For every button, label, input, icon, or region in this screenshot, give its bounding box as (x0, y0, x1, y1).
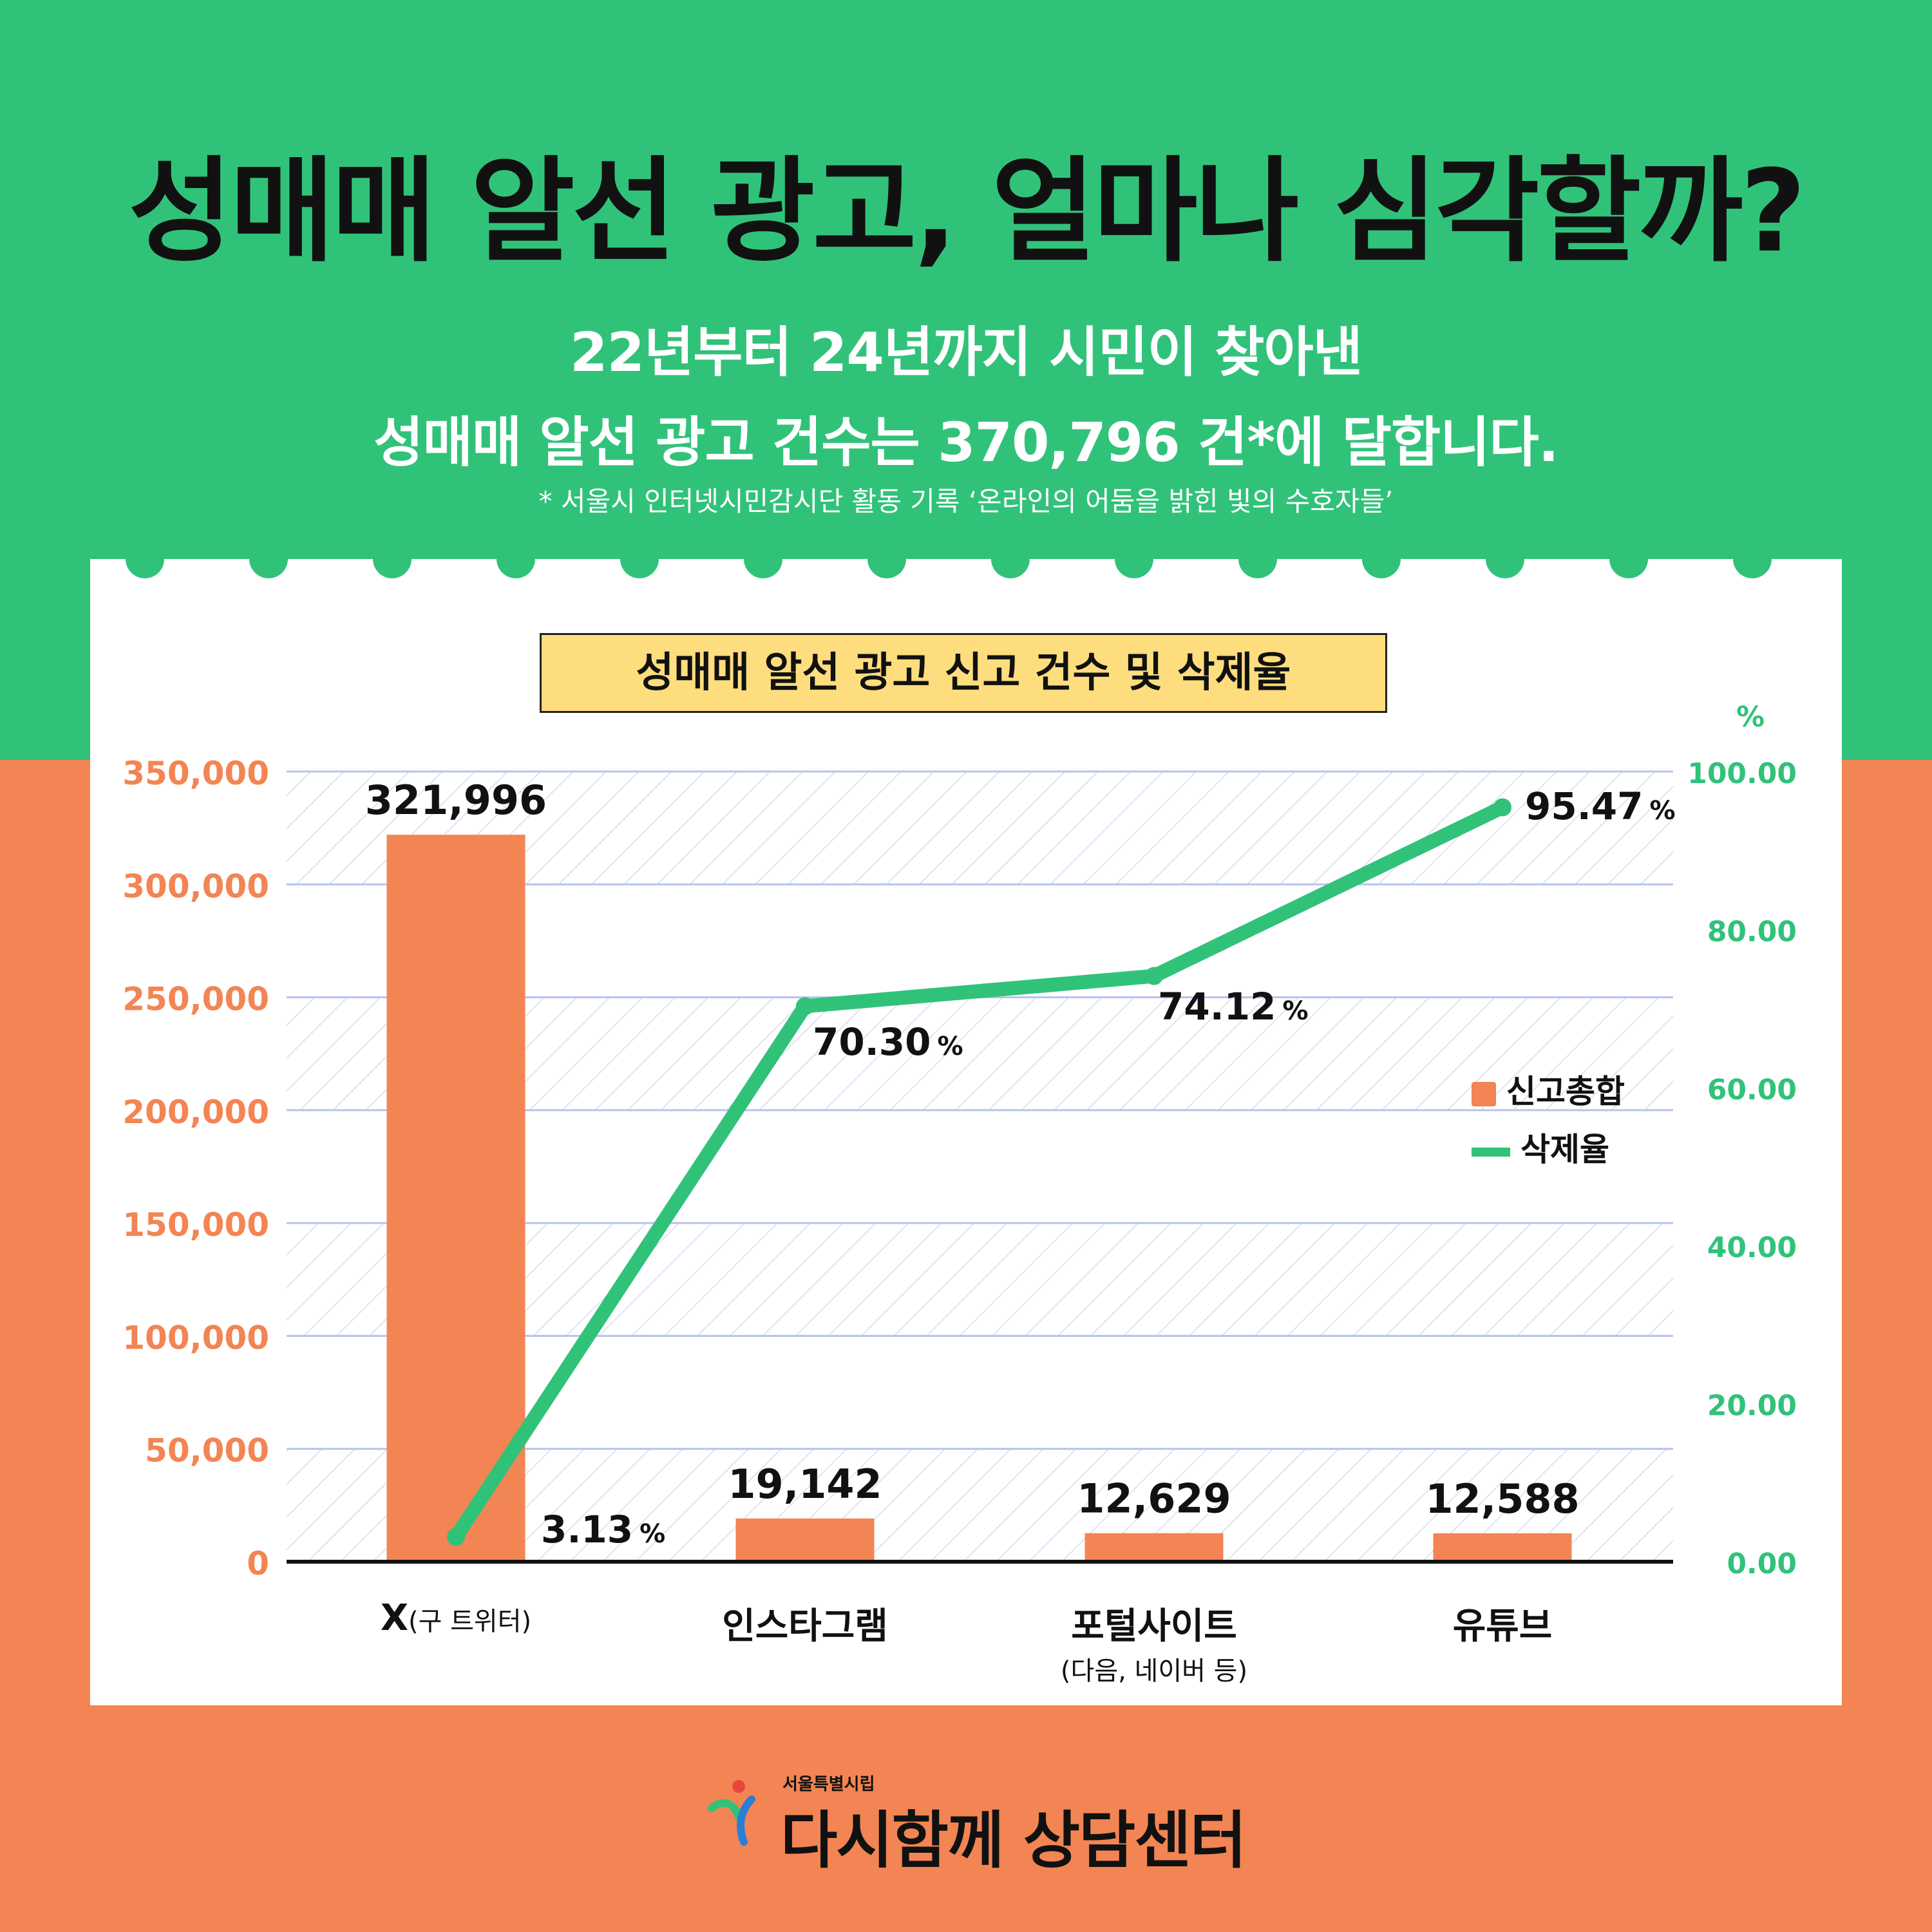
line-value-label: 3.13% (541, 1508, 665, 1551)
legend-swatch-bar (1472, 1081, 1496, 1106)
bar-value-label: 19,142 (728, 1461, 882, 1508)
org-small-label: 서울특별시립 (782, 1775, 875, 1794)
panel-scallop-dot (1362, 540, 1401, 578)
panel-scallop-dot (497, 540, 535, 578)
panel-scallop-dot (126, 540, 164, 578)
panel-scallop-dot (867, 540, 906, 578)
left-axis-tick-label: 300,000 (122, 867, 269, 905)
legend-label-line: 삭제율 (1520, 1131, 1609, 1168)
line-point-0 (447, 1528, 465, 1546)
x-axis-category-label: 포털사이트 (1071, 1605, 1237, 1647)
line-series-path (449, 800, 1510, 1544)
left-axis-tick-label: 350,000 (122, 755, 269, 792)
panel-scallop-dot (991, 540, 1030, 578)
right-axis-tick-label: 20.00 (1707, 1390, 1797, 1423)
right-axis-tick-label: 0.00 (1727, 1548, 1797, 1580)
panel-scallop-dot (1733, 540, 1772, 578)
right-axis-tick-label: 100.00 (1687, 757, 1797, 790)
panel-scallop-dot (744, 540, 782, 578)
x-axis-category-label: 인스타그램 (722, 1605, 888, 1647)
left-axis-tick-label: 50,000 (145, 1432, 269, 1470)
line-value-label: 70.30% (813, 1020, 963, 1064)
org-name: 다시함께 상담센터 (781, 1804, 1247, 1877)
line-value-label: 95.47% (1525, 784, 1676, 828)
right-axis-tick-label: 80.00 (1707, 915, 1797, 948)
bar-value-label: 321,996 (365, 777, 547, 824)
x-axis-category-label: 유튜브 (1452, 1605, 1553, 1647)
seoul-logo-icon (708, 1780, 755, 1846)
right-axis-tick-label: 60.00 (1707, 1074, 1797, 1106)
legend-swatch-line (1472, 1147, 1510, 1157)
legend-item-bar: 신고총합 (1472, 1066, 1625, 1112)
line-value-label: 74.12% (1158, 985, 1309, 1028)
right-axis-unit: % (1736, 701, 1765, 734)
left-axis-tick-label: 250,000 (122, 981, 269, 1018)
right-axis-tick-label: 40.00 (1707, 1231, 1797, 1264)
left-axis-tick-label: 0 (247, 1545, 269, 1582)
x-axis-category-label: X(구 트위터) (295, 1597, 617, 1639)
left-axis-tick-label: 150,000 (122, 1206, 269, 1244)
panel-scallop-dot (1486, 540, 1524, 578)
page-title: 성매매 알선 광고, 얼마나 심각할까? (128, 146, 1806, 278)
panel-scallop-dot (1238, 540, 1277, 578)
left-axis-tick-label: 100,000 (122, 1319, 269, 1356)
bar-0 (386, 835, 526, 1562)
category-sub: (구 트위터) (408, 1607, 532, 1636)
bar-value-label: 12,588 (1425, 1475, 1579, 1522)
panel-scallop-dot (249, 540, 288, 578)
bar-1 (735, 1518, 875, 1562)
legend-label-bar: 신고총합 (1506, 1073, 1625, 1110)
subtitle-line-1: 22년부터 24년까지 시민이 찾아낸 (570, 321, 1363, 384)
line-point-1 (796, 997, 814, 1016)
x-axis-category-sublabel: (다음, 네이버 등) (1060, 1656, 1248, 1686)
panel-scallop-dot (373, 540, 412, 578)
legend-item-line: 삭제율 (1472, 1124, 1609, 1170)
chart-title: 성매매 알선 광고 신고 건수 및 삭제율 (540, 633, 1387, 713)
bar-2 (1084, 1533, 1224, 1562)
panel-scallop-dot (1609, 540, 1648, 578)
line-point-3 (1493, 798, 1511, 817)
footnote: * 서울시 인터넷시민감시단 활동 기록 ‘온라인의 어둠을 밝힌 빛의 수호자… (538, 486, 1394, 517)
left-axis-tick-label: 200,000 (122, 1094, 269, 1131)
category-main: X (380, 1597, 409, 1639)
subtitle-line-2: 성매매 알선 광고 건수는 370,796 건*에 달합니다. (374, 411, 1558, 474)
bar-3 (1433, 1533, 1572, 1562)
panel-scallop-dot (1115, 540, 1153, 578)
line-point-2 (1145, 967, 1163, 985)
bar-value-label: 12,629 (1077, 1475, 1231, 1522)
panel-scallop-dot (620, 540, 659, 578)
